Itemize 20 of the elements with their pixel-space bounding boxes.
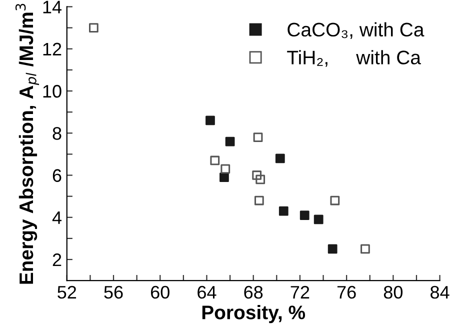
x-tick-label: 80 <box>384 286 403 299</box>
x-tick-label: 56 <box>104 286 123 299</box>
y-tick-label: 12 <box>43 42 62 56</box>
x-tick-label: 52 <box>58 286 76 299</box>
x-tick-label: 64 <box>198 286 216 299</box>
y-tick-label: 4 <box>52 211 62 224</box>
x-tick-label: 60 <box>150 286 170 299</box>
x-tick-label: 76 <box>337 286 356 299</box>
legend-label: CaCO₃, with Ca <box>288 22 424 39</box>
y-tick-label: 14 <box>43 0 62 14</box>
x-axis-title: Porosity, % <box>202 305 306 324</box>
x-tick-label: 84 <box>430 286 450 299</box>
y-tick-label: 10 <box>43 84 62 98</box>
y-axis-title: Energy Absorption, A$_{pl}$ /MJ/m$^{3}$ <box>15 4 40 284</box>
legend-label: TiH₂, with Ca <box>287 50 421 67</box>
x-tick-label: 68 <box>244 286 263 299</box>
x-tick-label: 72 <box>290 286 310 299</box>
y-tick-label: 2 <box>52 253 62 266</box>
y-tick-label: 8 <box>52 127 62 140</box>
y-tick-label: 6 <box>52 169 62 182</box>
